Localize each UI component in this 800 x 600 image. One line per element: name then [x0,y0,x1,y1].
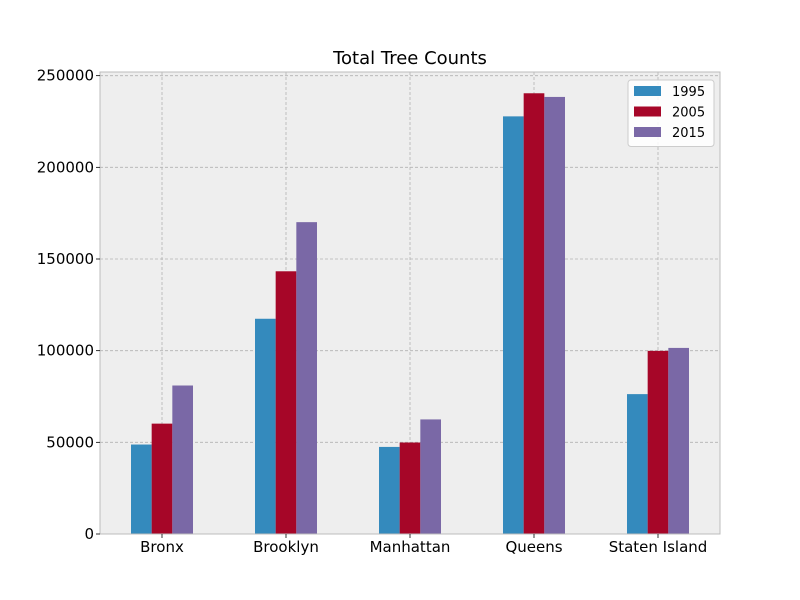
bar-2005-brooklyn [275,271,297,534]
y-tick-label: 200000 [37,158,94,176]
bar-1995-queens [503,116,524,534]
y-tick-label: 250000 [37,67,94,85]
bar-2015-staten-island [668,347,689,534]
bar-2015-brooklyn [296,222,317,534]
y-tick-label: 50000 [46,433,94,451]
x-tick-label: Bronx [140,538,184,556]
bar-2015-bronx [172,385,193,534]
y-axis: 0 50000 100000 150000 200000 250000 [37,67,100,543]
bar-1995-staten-island [627,394,648,534]
bar-1995-bronx [131,444,152,534]
bar-2005-staten-island [647,350,669,534]
legend: 1995 2005 2015 [627,79,715,147]
x-tick-label: Queens [505,538,562,556]
bar-2015-queens [544,96,565,534]
legend-swatch [634,106,661,117]
legend-label: 2005 [672,106,705,121]
legend-swatch [634,86,661,96]
x-tick-label: Brooklyn [253,538,319,556]
bar-1995-brooklyn [255,318,276,534]
bar-2005-manhattan [399,442,421,534]
x-tick-label: Manhattan [370,538,451,556]
bar-2005-bronx [151,423,173,534]
legend-label: 2015 [672,126,705,141]
bar-2015-manhattan [420,419,441,534]
bar-1995-manhattan [379,446,400,534]
y-tick-label: 0 [84,525,94,543]
x-tick-label: Staten Island [609,538,708,556]
legend-label: 1995 [672,85,705,100]
bars [131,93,689,535]
legend-swatch [634,127,661,137]
chart-title: Total Tree Counts [332,48,487,69]
x-axis: Bronx Brooklyn Manhattan Queens Staten Islan… [140,534,707,556]
y-tick-label: 100000 [37,342,94,360]
y-tick-label: 150000 [37,250,94,268]
bar-2005-queens [523,93,545,535]
